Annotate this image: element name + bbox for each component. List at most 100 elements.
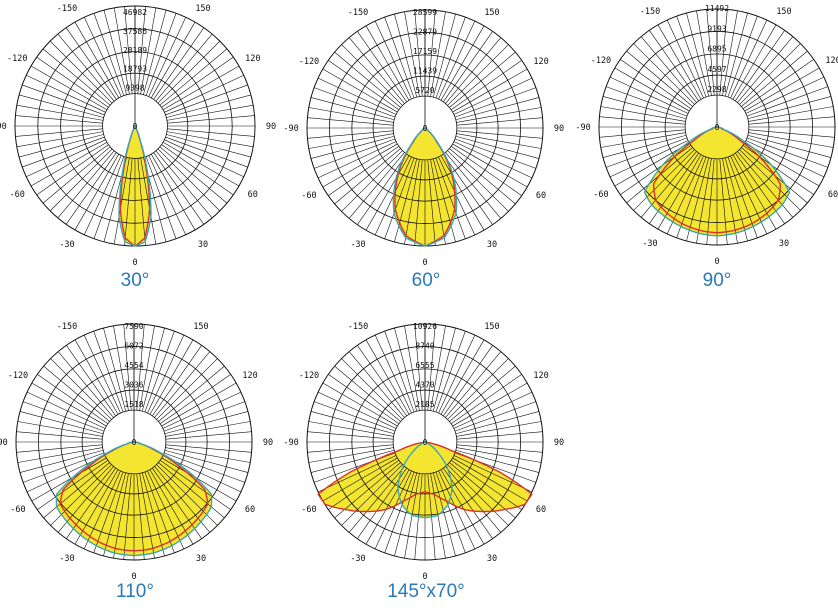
angle-label: 120 (242, 371, 257, 381)
ring-value-label: 11439 (413, 67, 437, 76)
grid-spoke (719, 9, 728, 96)
grid-spoke (26, 391, 106, 429)
grid-spoke (450, 374, 522, 424)
grid-spoke (427, 159, 436, 246)
grid-spoke (449, 462, 516, 519)
grid-spoke (600, 132, 686, 148)
grid-spoke (123, 324, 132, 411)
ring-value-label: 22879 (413, 28, 437, 37)
grid-spoke (730, 155, 768, 235)
grid-spoke (154, 351, 211, 418)
angle-label: 150 (195, 4, 210, 14)
angle-label: -150 (57, 4, 77, 14)
grid-spoke (166, 94, 251, 118)
grid-spoke (440, 155, 485, 231)
series-teal-line (643, 126, 791, 237)
grid-spoke (341, 358, 403, 420)
grid-spoke (49, 40, 113, 104)
ring-value-label: 5720 (415, 86, 434, 95)
grid-spoke (742, 145, 814, 195)
ring-value-label: 28189 (123, 46, 147, 55)
grid-spoke (139, 473, 155, 559)
grid-spoke (365, 339, 410, 415)
grid-spoke (162, 391, 242, 429)
center-zero-label: 0 (133, 122, 138, 131)
grid-spoke (334, 462, 401, 519)
polar-chart-3: 2298 4597 6895 9193 11492 0 -150 150 -120 120 -90 9… (575, 0, 838, 295)
ring-value-label: 3036 (124, 381, 143, 390)
grid-spoke (19, 449, 104, 473)
grid-spoke (602, 96, 687, 120)
grid-spoke (696, 10, 712, 96)
grid-spoke (440, 469, 485, 545)
angle-label: -90 (283, 438, 298, 448)
grid-spoke (137, 6, 146, 94)
grid-spoke (165, 84, 248, 116)
angle-label: 150 (193, 322, 208, 332)
grid-spoke (36, 144, 109, 196)
grid-spoke (141, 472, 165, 557)
grid-spoke (144, 331, 175, 413)
grid-spoke (453, 141, 533, 179)
grid-spoke (317, 391, 397, 429)
ring-value-label: 9193 (707, 24, 726, 33)
grid-spoke (164, 75, 244, 113)
grid-spoke (666, 155, 704, 235)
grid-spoke (165, 447, 251, 463)
angle-label: -90 (283, 124, 298, 134)
angle-label: -120 (299, 57, 319, 67)
polar-plot: 9398 18793 28189 37586 46982 0 -150 150 -120 120 -… (0, 4, 276, 268)
grid-spoke (317, 77, 397, 115)
grid-spoke (37, 460, 109, 510)
grid-spoke (317, 455, 397, 493)
grid-spoke (676, 16, 707, 98)
grid-spoke (334, 51, 401, 108)
grid-spoke (164, 411, 249, 435)
grid-spoke (742, 59, 814, 109)
grid-spoke (307, 431, 394, 440)
grid-spoke (341, 44, 403, 106)
grid-spoke (440, 25, 485, 101)
grid-spoke (435, 17, 466, 99)
grid-spoke (147, 334, 185, 414)
grid-spoke (83, 334, 121, 414)
grid-spoke (31, 382, 107, 427)
grid-spoke (747, 134, 832, 158)
grid-spoke (310, 135, 395, 159)
grid-spoke (65, 152, 117, 225)
ring-value-label: 7590 (124, 322, 143, 331)
angle-label: -90 (575, 123, 590, 133)
grid-spoke (167, 128, 255, 137)
grid-spoke (19, 94, 104, 118)
grid-spoke (747, 96, 832, 120)
grid-spoke (36, 56, 109, 108)
grid-spoke (620, 59, 692, 109)
grid-spoke (156, 358, 218, 420)
grid-spoke (706, 158, 715, 245)
grid-spoke (449, 148, 516, 205)
grid-spoke (414, 159, 423, 246)
grid-spoke (748, 132, 834, 148)
grid-spoke (443, 153, 493, 225)
grid-spoke (50, 464, 112, 526)
grid-spoke (606, 137, 688, 168)
grid-spoke (454, 87, 536, 118)
grid-spoke (447, 44, 509, 106)
polar-plot: 2185 4370 6555 8740 10926 0 -150 150 -120 120 -90 9… (283, 322, 564, 582)
grid-spoke (640, 151, 697, 218)
grid-spoke (456, 421, 542, 437)
grid-spoke (152, 467, 202, 539)
grid-spoke (614, 67, 690, 112)
grid-spoke (365, 25, 410, 101)
angle-label: 30 (779, 239, 789, 249)
grid-spoke (649, 152, 699, 224)
grid-spoke (161, 382, 237, 427)
grid-spoke (745, 140, 825, 178)
grid-spoke (163, 452, 245, 483)
grid-spoke (166, 134, 251, 158)
series-teal-line (397, 441, 453, 519)
grid-spoke (357, 31, 407, 103)
grid-spoke (456, 130, 543, 139)
ring-value-label: 9398 (125, 84, 144, 93)
polar-chart-2: 5720 11439 17159 22879 28599 0 -150 150 -120 120 -… (283, 0, 564, 295)
